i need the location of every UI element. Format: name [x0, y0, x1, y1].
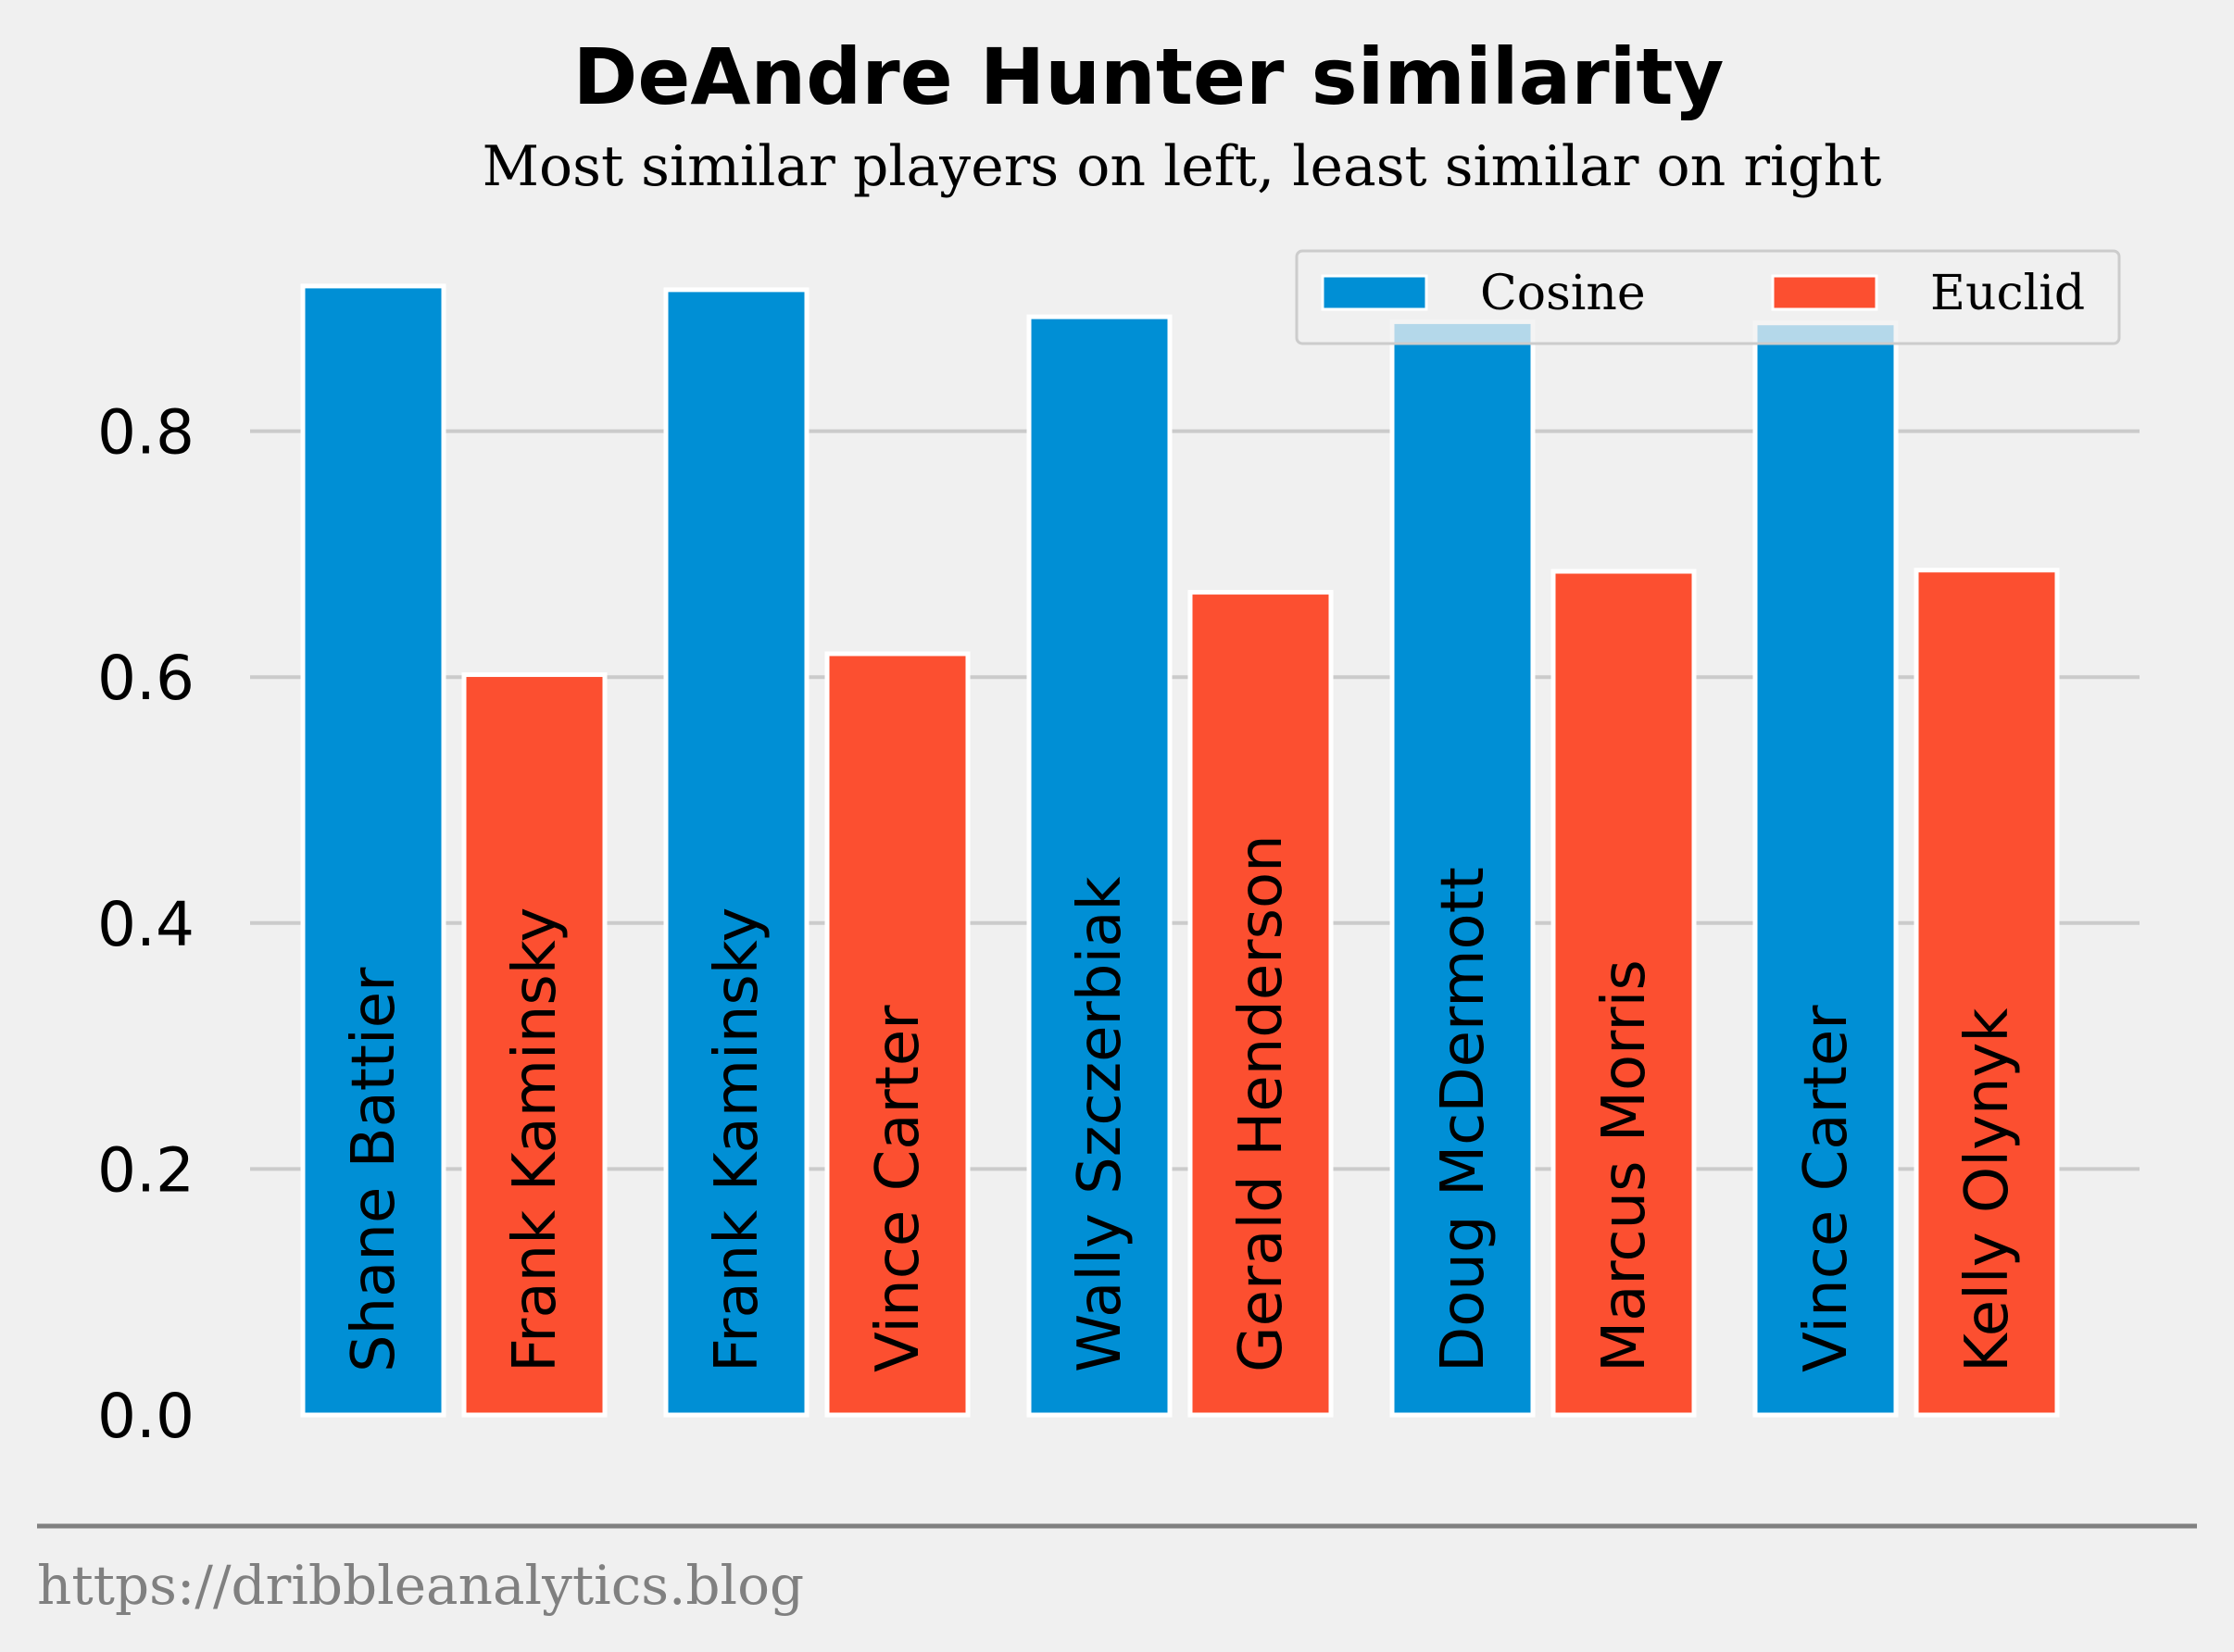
bar-label: Frank Kaminsky: [501, 907, 570, 1372]
chart-title: DeAndre Hunter similarity: [573, 31, 1725, 122]
bar-label: Doug McDermott: [1429, 867, 1498, 1372]
bar-label: Marcus Morris: [1590, 959, 1659, 1372]
legend-box: [1295, 249, 2121, 345]
bar-cosine: [1026, 314, 1173, 1418]
bar-label: Kelly Olynyk: [1953, 1008, 2022, 1372]
y-tick-label: 0.4: [97, 889, 195, 960]
y-tick-label: 0.2: [97, 1134, 195, 1206]
bar-euclid: [1187, 590, 1334, 1418]
legend: Cosine Euclid: [1295, 249, 2121, 345]
bar-label: Vince Carter: [864, 1005, 933, 1372]
y-tick-label: 0.0: [97, 1381, 195, 1452]
bar-cosine: [1389, 319, 1536, 1418]
chart-subtitle: Most similar players on left, least simi…: [483, 134, 1882, 199]
legend-swatch-cosine: [1321, 274, 1428, 311]
bar-label: Gerald Henderson: [1227, 834, 1296, 1372]
bar-euclid: [461, 672, 608, 1418]
bar-euclid: [824, 651, 971, 1418]
bar-euclid: [1914, 568, 2060, 1418]
bar-label: Shane Battier: [340, 967, 408, 1372]
bar-cosine: [663, 287, 810, 1418]
y-tick-label: 0.8: [97, 397, 195, 469]
bar-label: Vince Carter: [1792, 1005, 1861, 1372]
bar-cosine: [300, 283, 446, 1418]
legend-swatch-euclid: [1771, 274, 1878, 311]
legend-label-euclid: Euclid: [1930, 266, 2085, 321]
bar-label: Wally Szczerbiak: [1066, 876, 1135, 1372]
bar-label: Frank Kaminsky: [703, 907, 772, 1372]
bars-layer: [300, 283, 2060, 1418]
footer-url: https://dribbleanalytics.blog: [37, 1554, 804, 1617]
legend-label-cosine: Cosine: [1480, 266, 1646, 321]
bar-euclid: [1550, 569, 1697, 1418]
y-tick-label: 0.6: [97, 643, 195, 714]
bar-labels-layer: Shane Battier Frank Kaminsky Frank Kaminsk…: [340, 834, 2022, 1372]
